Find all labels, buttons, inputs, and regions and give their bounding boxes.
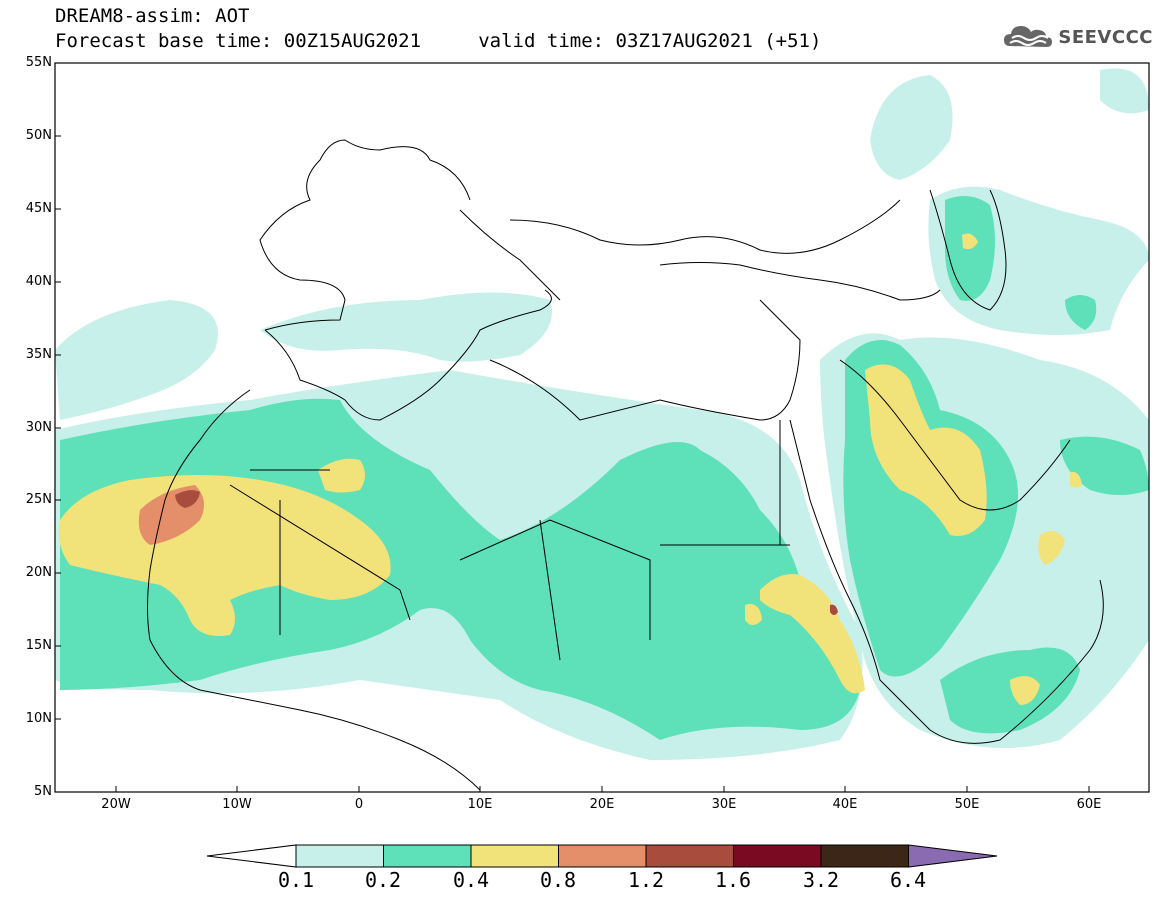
lat-label-35n: 35N bbox=[25, 347, 52, 362]
map-title: DREAM8-assim: AOT bbox=[55, 5, 250, 27]
lon-label-10w: 10W bbox=[222, 797, 252, 812]
colorbar-bin-4 bbox=[558, 844, 647, 868]
lat-label-15n: 15N bbox=[25, 638, 52, 653]
lon-label-30e: 30E bbox=[711, 797, 737, 812]
lon-label-40e: 40E bbox=[832, 797, 858, 812]
logo-text: SEEVCCC bbox=[1058, 26, 1153, 48]
lat-label-45n: 45N bbox=[25, 201, 52, 216]
colorbar-label: 1.2 bbox=[627, 868, 665, 892]
lat-label-40n: 40N bbox=[25, 274, 52, 289]
lat-label-50n: 50N bbox=[25, 128, 52, 143]
lat-label-10n: 10N bbox=[25, 711, 52, 726]
lon-label-50e: 50E bbox=[954, 797, 980, 812]
colorbar-bin-7 bbox=[820, 844, 909, 868]
colorbar-bin-5 bbox=[645, 844, 734, 868]
lat-label-55n: 55N bbox=[25, 55, 52, 70]
map-subtitle-times: Forecast base time: 00Z15AUG2021 valid t… bbox=[55, 30, 822, 52]
lon-label-60e: 60E bbox=[1076, 797, 1102, 812]
colorbar-label: 0.1 bbox=[277, 868, 315, 892]
colorbar-label: 0.8 bbox=[539, 868, 577, 892]
lat-label-25n: 25N bbox=[25, 492, 52, 507]
colorbar-label: 3.2 bbox=[802, 868, 840, 892]
colorbar-label: 0.4 bbox=[452, 868, 490, 892]
lat-label-30n: 30N bbox=[25, 420, 52, 435]
colorbar-label: 1.6 bbox=[714, 868, 752, 892]
lat-label-20n: 20N bbox=[25, 565, 52, 580]
lon-label-10e: 10E bbox=[467, 797, 493, 812]
lon-label-20e: 20E bbox=[589, 797, 615, 812]
seevccc-logo: SEEVCCC bbox=[1002, 22, 1153, 52]
colorbar-lower-triangle bbox=[206, 844, 297, 868]
coastlines-borders bbox=[147, 139, 1104, 791]
colorbar-bin-3 bbox=[470, 844, 559, 868]
colorbar-label: 6.4 bbox=[889, 868, 927, 892]
axis-ticks bbox=[55, 62, 1090, 792]
cloud-logo-icon bbox=[1004, 26, 1053, 47]
colorbar-bin-2 bbox=[383, 844, 472, 868]
aot-field bbox=[55, 63, 1149, 792]
lon-label-20w: 20W bbox=[101, 797, 131, 812]
colorbar bbox=[206, 844, 998, 868]
colorbar-bin-6 bbox=[733, 844, 822, 868]
colorbar-upper-triangle bbox=[908, 844, 998, 868]
lat-label-5n: 5N bbox=[34, 784, 52, 799]
colorbar-bin-1 bbox=[295, 844, 384, 868]
colorbar-label: 0.2 bbox=[364, 868, 402, 892]
lon-label-0: 0 bbox=[354, 797, 364, 812]
